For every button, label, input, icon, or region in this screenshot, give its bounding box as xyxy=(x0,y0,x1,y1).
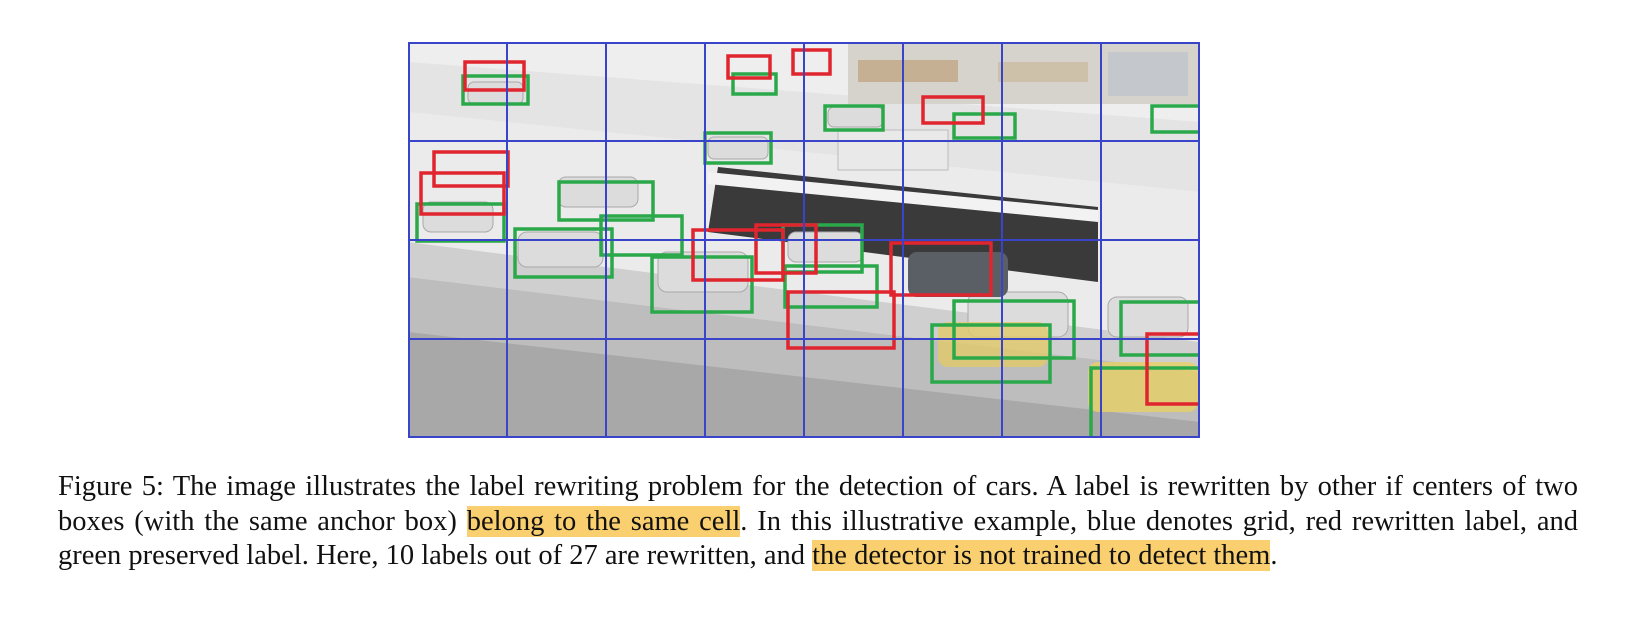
dark-car xyxy=(908,252,1008,297)
caption-text-3: . xyxy=(1270,540,1278,571)
cars xyxy=(422,81,1189,338)
figure-label: Figure 5: xyxy=(58,471,164,502)
shop-sign xyxy=(858,60,958,82)
traffic-scene-illustration xyxy=(408,42,1200,438)
grid-lines xyxy=(408,42,1200,438)
yellow-taxi xyxy=(938,322,1048,367)
caption-text-2: . In this illustrative example, blue den… xyxy=(58,505,1579,572)
caption-text-1: The image illustrates the label rewritin… xyxy=(58,471,1579,537)
figure-caption: Figure 5: The image illustrates the labe… xyxy=(58,470,1578,574)
rewritten-label-boxes xyxy=(419,48,1200,406)
shop-sign xyxy=(998,62,1088,82)
white-van xyxy=(837,129,949,171)
figure-image xyxy=(408,42,1200,438)
caption-highlight-1: belong to the same cell xyxy=(466,505,741,537)
caption-highlight-2: the detector is not trained to detect th… xyxy=(812,540,1271,571)
building-facade xyxy=(1108,52,1188,96)
yellow-taxi xyxy=(1088,362,1198,412)
